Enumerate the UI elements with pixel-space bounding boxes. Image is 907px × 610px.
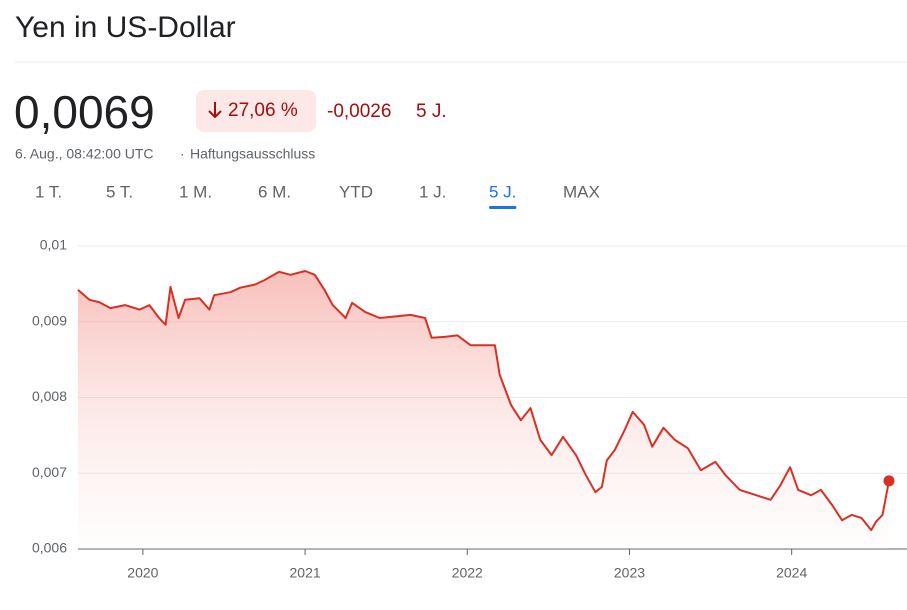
y-tick-label: 0,01	[40, 237, 67, 253]
x-tick-label: 2021	[290, 565, 321, 581]
change-badge	[196, 90, 316, 132]
x-tick-label: 2023	[614, 565, 645, 581]
timestamp: 6. Aug., 08:42:00 UTC	[15, 146, 154, 162]
range-tab[interactable]: YTD	[339, 182, 373, 201]
range-tab[interactable]: 1 T.	[35, 182, 62, 201]
change-period: 5 J.	[416, 101, 447, 122]
active-tab-underline	[489, 206, 517, 209]
last-point	[883, 475, 895, 487]
range-tab[interactable]: 1 M.	[179, 182, 212, 201]
range-tab[interactable]: 6 M.	[258, 182, 291, 201]
x-tick-label: 2022	[452, 565, 483, 581]
disclaimer[interactable]: Haftungsausschluss	[190, 146, 315, 162]
x-tick-label: 2024	[776, 565, 807, 581]
title: Yen in US-Dollar	[15, 11, 236, 44]
change-abs: -0,0026	[327, 101, 391, 122]
price-line	[77, 270, 890, 532]
separator: ·	[180, 146, 185, 162]
range-tab[interactable]: 5 J.	[489, 182, 516, 201]
area-fill	[78, 271, 889, 549]
y-tick-label: 0,007	[32, 464, 67, 480]
y-tick-label: 0,008	[32, 388, 67, 404]
range-tab[interactable]: MAX	[563, 182, 600, 201]
x-tick-label: 2020	[127, 565, 158, 581]
down-arrow	[208, 102, 222, 119]
price: 0,0069	[14, 86, 155, 138]
range-tab[interactable]: 1 J.	[419, 182, 446, 201]
range-tab[interactable]: 5 T.	[106, 182, 133, 201]
y-tick-label: 0,009	[32, 312, 67, 328]
y-tick-label: 0,006	[32, 540, 67, 556]
change-percent: 27,06 %	[228, 100, 298, 121]
